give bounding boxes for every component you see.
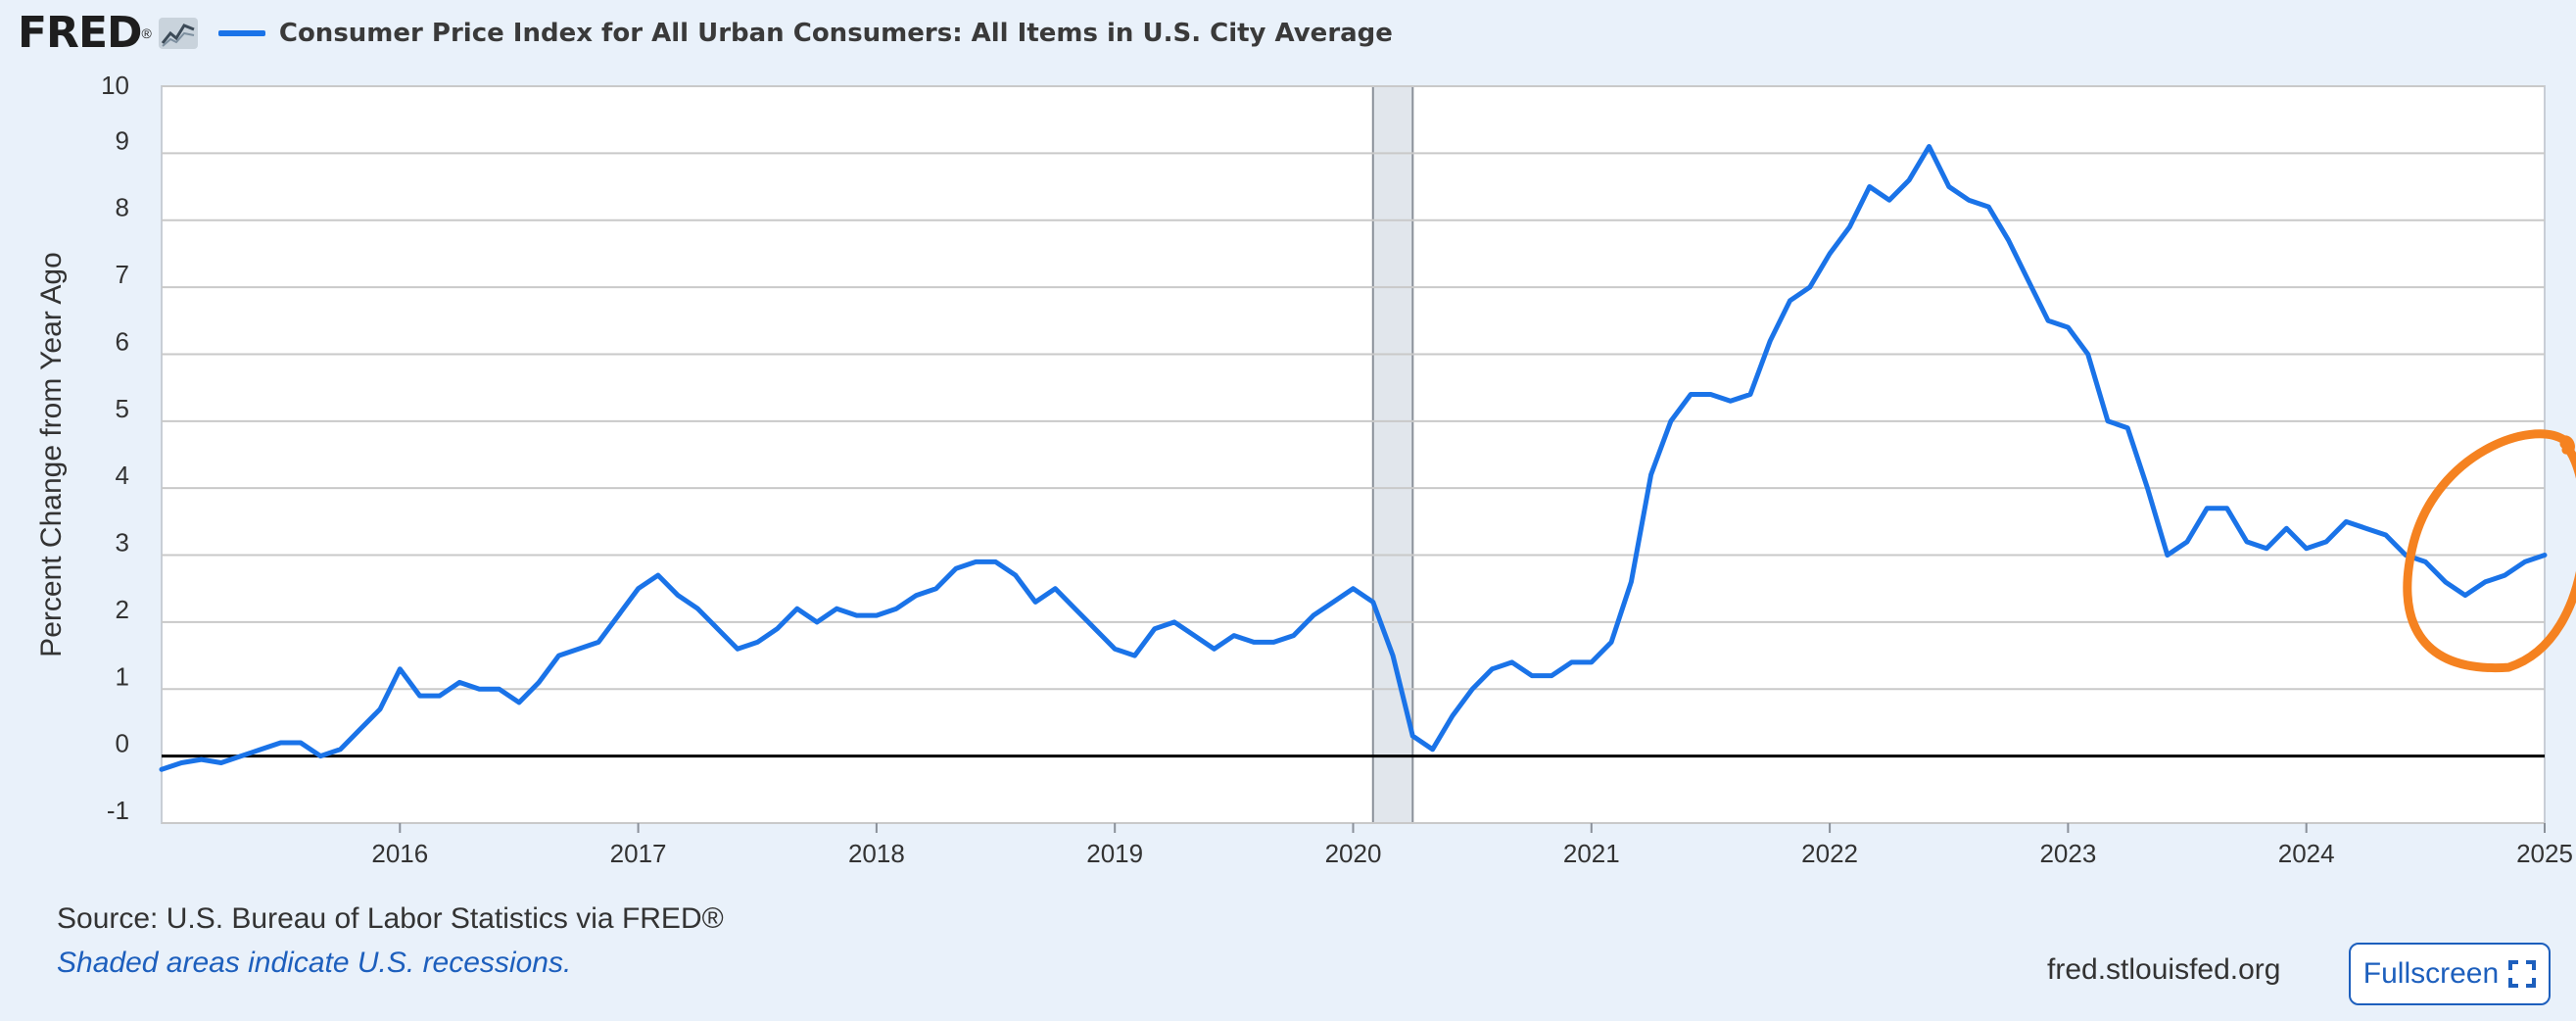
y-tick-label: 6 bbox=[116, 326, 129, 356]
registered-mark: ® bbox=[141, 25, 152, 41]
fred-logo[interactable]: FRED bbox=[18, 8, 143, 58]
fullscreen-button[interactable]: Fullscreen bbox=[2349, 943, 2551, 1005]
line-chart-icon bbox=[158, 14, 199, 53]
chart-title: Consumer Price Index for All Urban Consu… bbox=[278, 19, 1393, 48]
y-tick-label: 3 bbox=[116, 528, 129, 558]
x-tick-label: 2019 bbox=[1086, 839, 1143, 868]
x-tick-label: 2025 bbox=[2516, 839, 2573, 868]
x-tick-label: 2016 bbox=[371, 839, 428, 868]
fullscreen-label: Fullscreen bbox=[2362, 957, 2500, 990]
chart-header: FRED ® Consumer Price Index for All Urba… bbox=[18, 8, 1393, 59]
x-tick-labels: 2016 2017 2018 2019 2020 2021 2022 2023 2024 2025 bbox=[371, 823, 2573, 868]
x-tick-label: 2023 bbox=[2039, 839, 2096, 868]
y-tick-label: 5 bbox=[116, 394, 129, 423]
y-axis-label: Percent Change from Year Ago bbox=[35, 252, 68, 657]
x-tick-label: 2017 bbox=[610, 839, 667, 868]
annotation-circle bbox=[2403, 429, 2576, 673]
series-legend-swatch bbox=[217, 30, 265, 36]
x-tick-label: 2018 bbox=[848, 839, 905, 868]
y-tick-label: 0 bbox=[116, 729, 129, 758]
plot-area bbox=[161, 85, 2546, 824]
x-tick-label: 2024 bbox=[2278, 839, 2335, 868]
y-tick-labels: -1 0 1 2 3 4 5 6 7 8 9 10 bbox=[101, 71, 129, 825]
y-tick-label: 2 bbox=[116, 595, 129, 624]
y-tick-label: 1 bbox=[116, 661, 129, 691]
annotation-layer bbox=[2403, 429, 2576, 673]
series-layer bbox=[159, 144, 2548, 772]
y-tick-label: -1 bbox=[107, 796, 129, 825]
x-tick-label: 2022 bbox=[1801, 839, 1858, 868]
y-tick-label: 8 bbox=[116, 193, 129, 222]
source-note: Source: U.S. Bureau of Labor Statistics … bbox=[57, 902, 724, 935]
site-link[interactable]: fred.stlouisfed.org bbox=[2047, 953, 2281, 986]
x-tick-label: 2021 bbox=[1563, 839, 1620, 868]
x-tick-label: 2020 bbox=[1325, 839, 1382, 868]
recession-note: Shaded areas indicate U.S. recessions. bbox=[57, 947, 572, 979]
series-line bbox=[159, 144, 2548, 772]
y-tick-label: 10 bbox=[101, 71, 129, 100]
y-tick-label: 7 bbox=[116, 260, 129, 289]
y-tick-label: 4 bbox=[116, 461, 129, 490]
y-tick-label: 9 bbox=[116, 125, 129, 155]
expand-icon bbox=[2508, 960, 2537, 988]
